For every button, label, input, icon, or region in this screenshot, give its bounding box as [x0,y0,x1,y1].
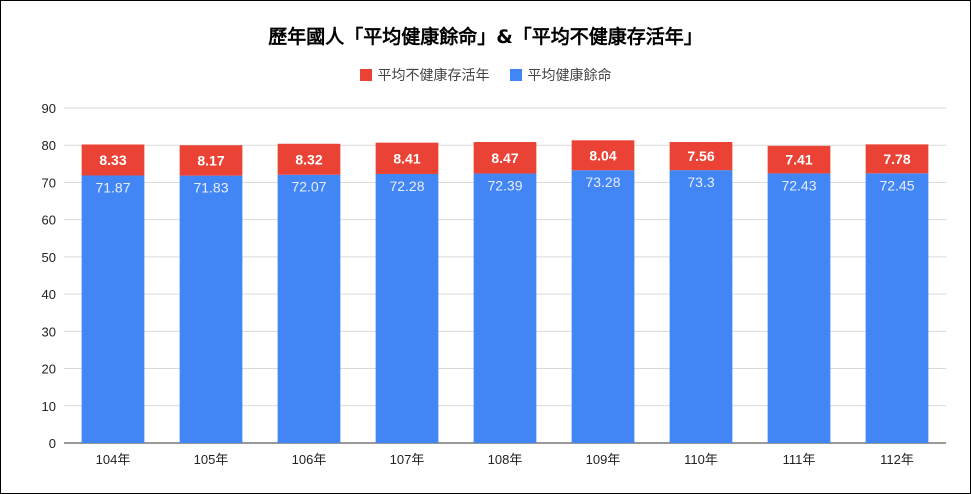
y-tick-label: 20 [42,362,56,377]
x-tick-label: 104年 [96,452,131,467]
data-label-healthy: 72.39 [487,178,522,194]
legend-swatch-healthy [509,69,522,81]
legend-label-healthy: 平均健康餘命 [527,68,612,84]
bar-healthy [375,173,439,444]
x-tick-label: 108年 [488,452,523,467]
y-tick-label: 60 [42,213,56,228]
bar-unhealthy [571,140,635,171]
bar-unhealthy [277,143,341,175]
y-tick-label: 30 [42,324,56,339]
bar-unhealthy [865,144,929,174]
data-label-healthy: 71.87 [95,179,130,195]
data-label-healthy: 71.83 [193,180,228,196]
chart-legend: 平均不健康存活年 平均健康餘命 [0,65,971,85]
data-label-unhealthy: 8.47 [491,150,518,166]
bar-healthy [767,173,831,443]
bar-unhealthy [767,145,831,174]
y-tick-label: 10 [42,399,56,414]
data-label-unhealthy: 8.17 [197,152,224,168]
data-label-healthy: 72.45 [879,177,914,193]
bar-unhealthy [179,145,243,176]
x-tick-label: 106年 [292,452,327,467]
data-label-healthy: 72.43 [781,177,816,193]
bar-healthy [571,170,635,444]
bar-healthy [865,173,929,443]
data-label-unhealthy: 7.56 [687,148,714,164]
data-label-healthy: 73.3 [687,174,714,190]
bar-healthy [277,174,341,443]
bar-healthy [473,173,537,443]
legend-item-healthy: 平均健康餘命 [509,65,612,85]
y-tick-label: 40 [42,287,56,302]
chart-title: 歷年國人「平均健康餘命」&「平均不健康存活年」 [268,26,703,48]
legend-label-unhealthy: 平均不健康存活年 [377,68,490,84]
data-label-healthy: 72.28 [389,178,424,194]
bar-healthy [179,175,243,443]
bar-unhealthy [669,142,733,171]
data-label-unhealthy: 7.41 [785,152,812,168]
y-tick-label: 80 [42,138,56,153]
bar-unhealthy [81,144,145,176]
y-tick-label: 50 [42,250,56,265]
x-tick-label: 105年 [194,452,229,467]
y-tick-label: 70 [42,175,56,190]
x-tick-label: 107年 [390,452,425,467]
bar-unhealthy [473,142,537,174]
data-label-unhealthy: 8.04 [589,147,616,163]
data-label-unhealthy: 7.78 [883,151,910,167]
data-label-unhealthy: 8.32 [295,151,322,167]
legend-item-unhealthy: 平均不健康存活年 [359,65,490,85]
bar-unhealthy [375,142,439,174]
data-label-unhealthy: 8.33 [99,152,126,168]
x-tick-label: 110年 [684,452,718,467]
legend-swatch-unhealthy [359,69,372,81]
bar-healthy [669,170,733,443]
y-tick-label: 0 [49,436,56,451]
data-label-unhealthy: 8.41 [393,150,420,166]
bar-healthy [81,175,145,443]
x-tick-label: 109年 [586,452,621,467]
data-label-healthy: 72.07 [291,179,326,195]
data-label-healthy: 73.28 [585,174,620,190]
x-tick-label: 112年 [880,452,914,467]
y-tick-label: 90 [42,101,56,116]
x-tick-label: 111年 [783,452,816,467]
